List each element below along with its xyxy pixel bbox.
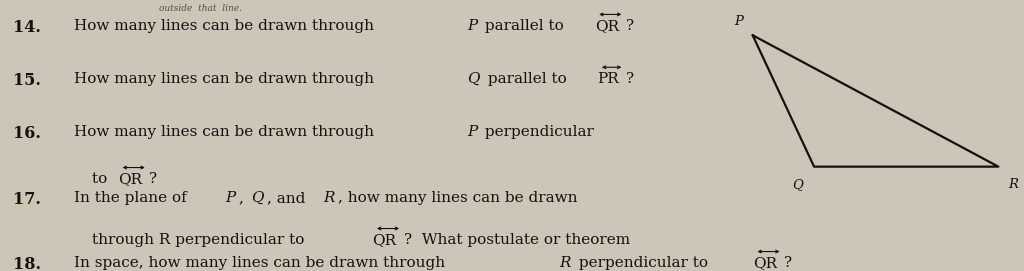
Text: 15.: 15.: [13, 72, 41, 89]
Text: R: R: [324, 191, 335, 205]
Text: P: P: [734, 15, 742, 28]
Text: to: to: [92, 172, 113, 186]
Text: P: P: [467, 19, 477, 33]
Text: ,: ,: [239, 191, 249, 205]
Text: QR: QR: [753, 256, 777, 270]
Text: outside  that  line.: outside that line.: [159, 4, 242, 13]
Text: Q: Q: [467, 72, 479, 86]
Text: How many lines can be drawn through: How many lines can be drawn through: [74, 125, 379, 139]
Text: , and: , and: [267, 191, 310, 205]
Text: QR: QR: [118, 172, 142, 186]
Text: 14.: 14.: [13, 19, 41, 36]
Text: ?: ?: [784, 256, 793, 270]
Text: P: P: [225, 191, 236, 205]
Text: ?: ?: [626, 19, 634, 33]
Text: parallel to: parallel to: [483, 72, 571, 86]
Text: ?  What postulate or theorem: ? What postulate or theorem: [403, 233, 630, 247]
Text: Q: Q: [793, 178, 803, 191]
Text: R: R: [1008, 178, 1018, 191]
Text: ?: ?: [150, 172, 158, 186]
Text: Q: Q: [251, 191, 264, 205]
Text: P: P: [467, 125, 477, 139]
Text: 18.: 18.: [13, 256, 41, 271]
Text: PR: PR: [598, 72, 620, 86]
Text: How many lines can be drawn through: How many lines can be drawn through: [74, 19, 379, 33]
Text: 17.: 17.: [13, 191, 41, 208]
Text: through R perpendicular to: through R perpendicular to: [92, 233, 309, 247]
Text: How many lines can be drawn through: How many lines can be drawn through: [74, 72, 379, 86]
Text: perpendicular to: perpendicular to: [573, 256, 713, 270]
Text: perpendicular: perpendicular: [480, 125, 594, 139]
Text: 16.: 16.: [13, 125, 41, 142]
Text: R: R: [559, 256, 570, 270]
Text: parallel to: parallel to: [480, 19, 569, 33]
Text: QR: QR: [595, 19, 618, 33]
Text: ?: ?: [626, 72, 634, 86]
Text: , how many lines can be drawn: , how many lines can be drawn: [338, 191, 578, 205]
Text: In space, how many lines can be drawn through: In space, how many lines can be drawn th…: [74, 256, 450, 270]
Text: QR: QR: [373, 233, 396, 247]
Text: In the plane of: In the plane of: [74, 191, 191, 205]
